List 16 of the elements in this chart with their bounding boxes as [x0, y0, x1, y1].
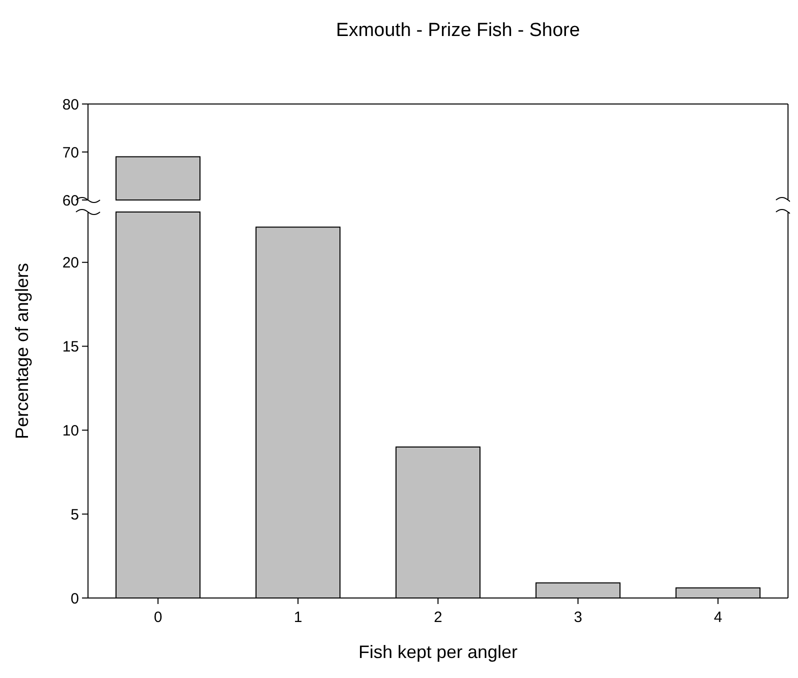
y-tick-label: 60	[62, 192, 79, 210]
chart-title: Exmouth - Prize Fish - Shore	[336, 20, 580, 41]
y-tick-label: 10	[62, 422, 79, 440]
x-tick-label: 3	[574, 609, 582, 626]
x-tick-label: 2	[434, 609, 442, 626]
y-tick-label: 70	[62, 144, 79, 162]
y-tick-label: 15	[62, 338, 79, 356]
x-axis-title: Fish kept per angler	[358, 642, 518, 662]
x-tick-label: 0	[154, 609, 162, 626]
y-tick-label: 20	[62, 254, 79, 272]
y-tick-label: 0	[70, 590, 79, 608]
y-tick-label: 5	[70, 506, 79, 524]
y-axis-title: Percentage of anglers	[12, 262, 32, 440]
x-tick-label: 4	[714, 609, 722, 626]
x-tick-label: 1	[294, 609, 302, 626]
y-tick-label: 80	[62, 96, 79, 114]
